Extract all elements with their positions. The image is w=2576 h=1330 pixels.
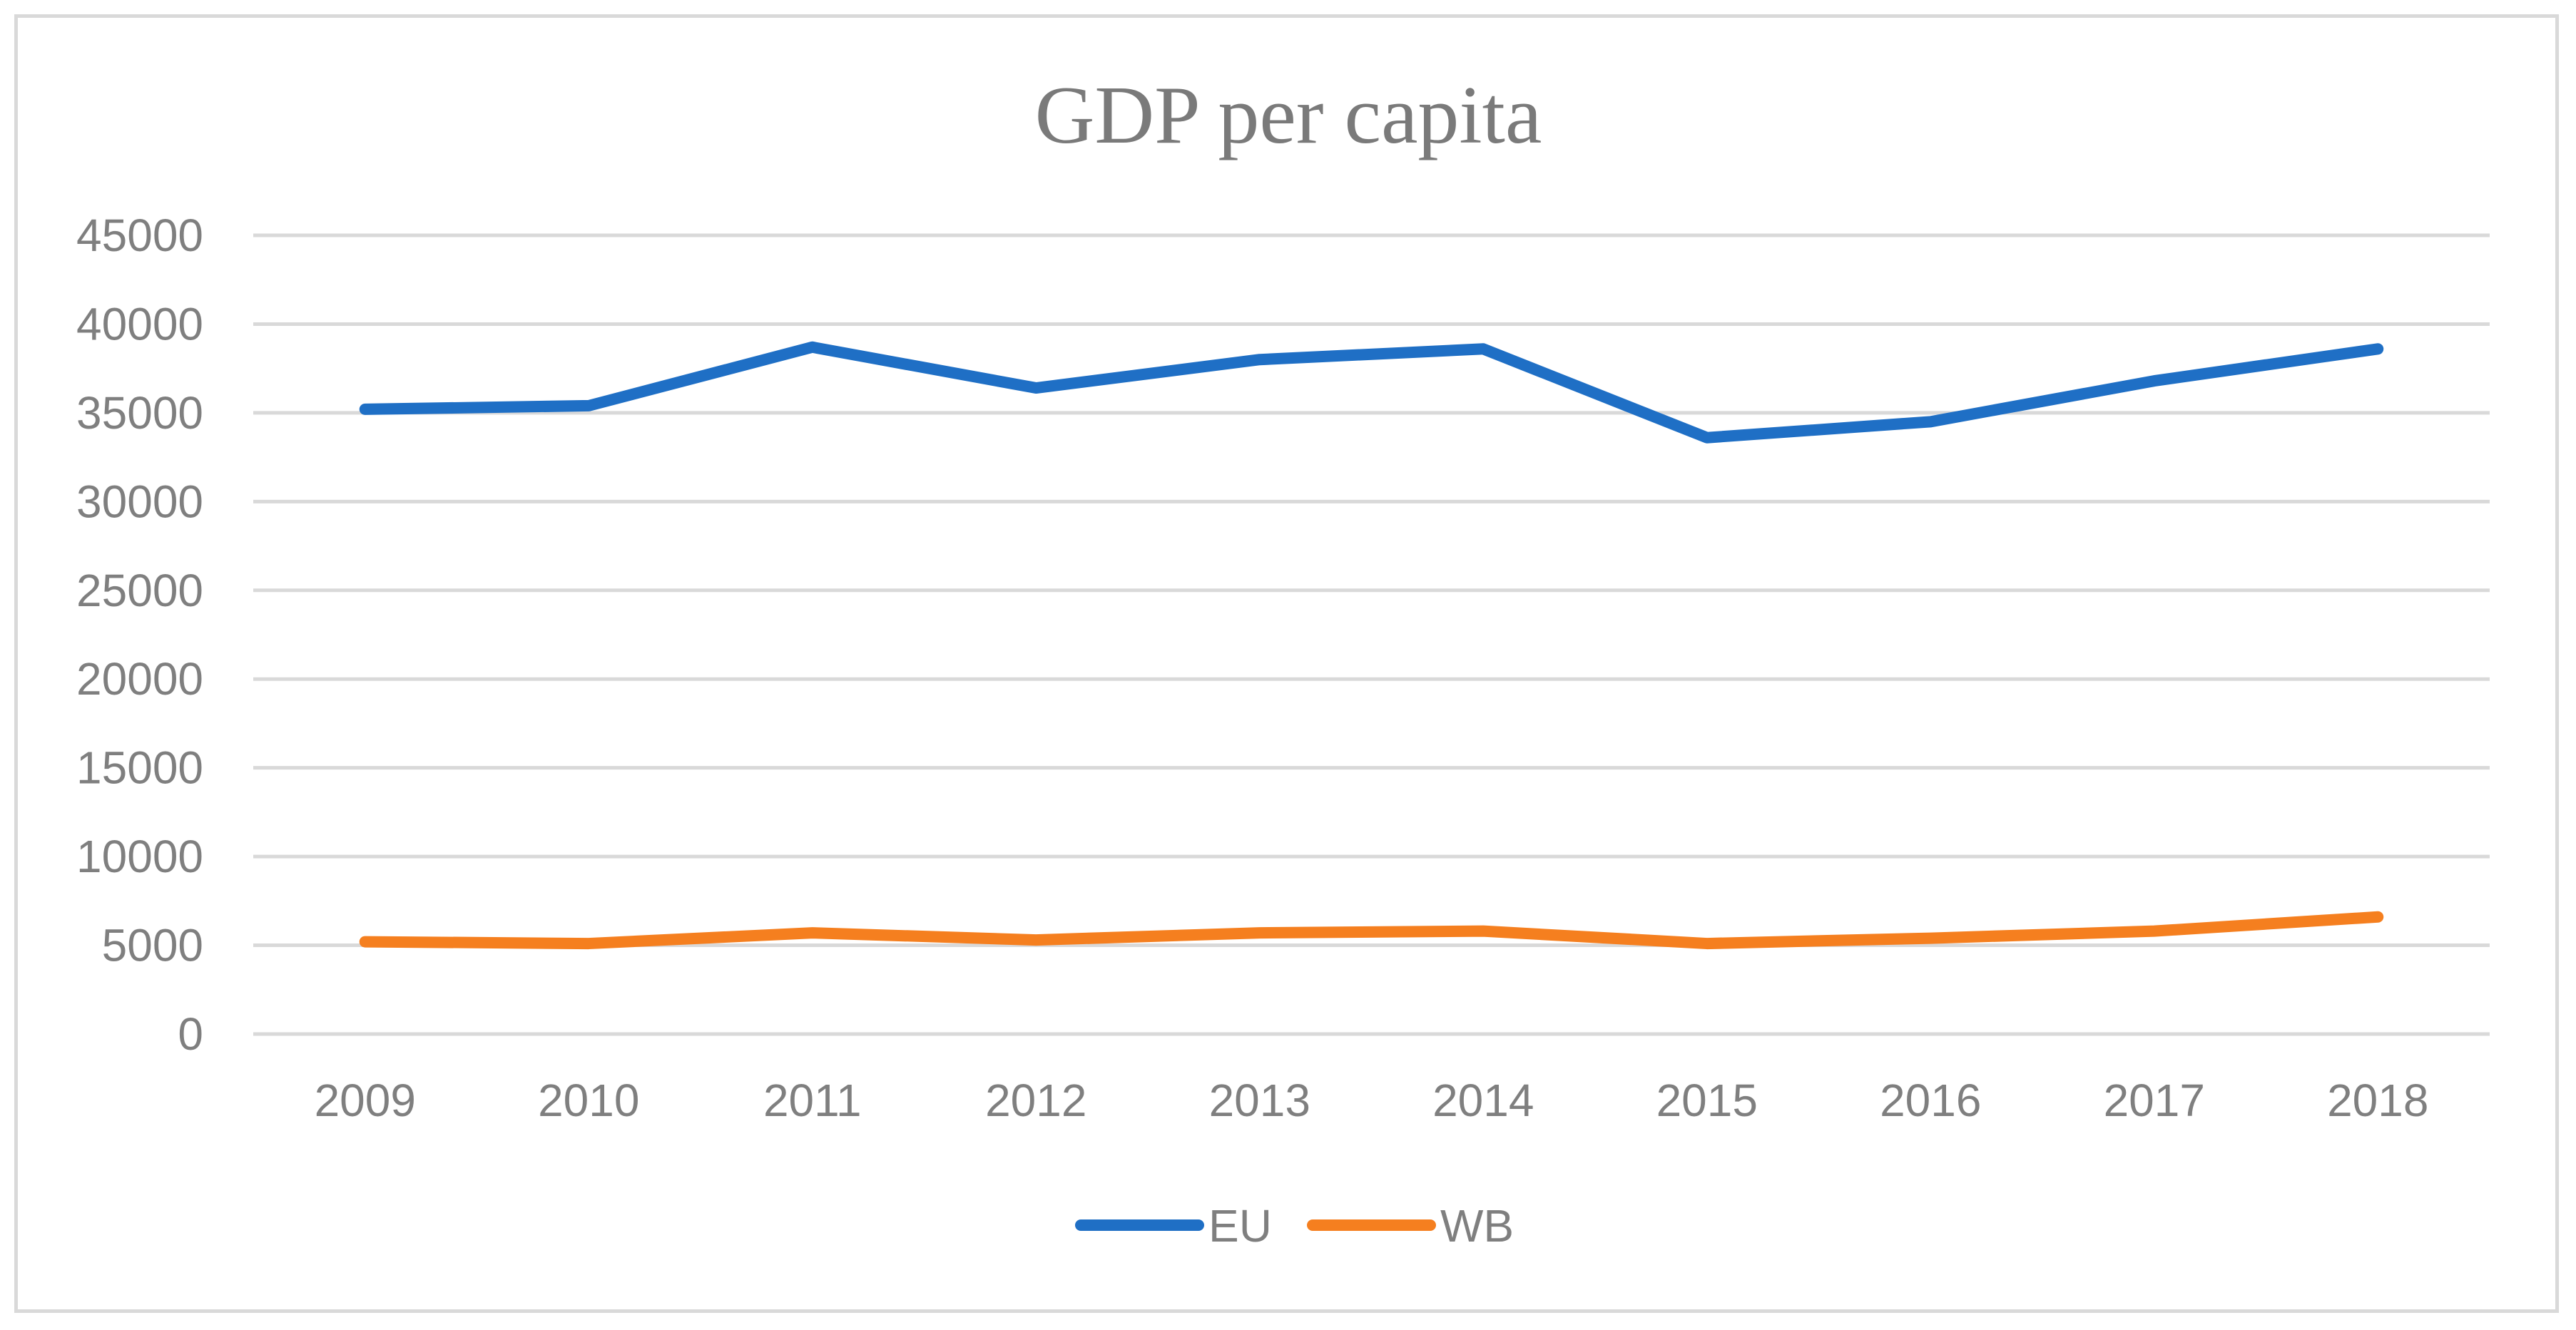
- y-tick-label: 45000: [76, 210, 203, 261]
- y-tick-label: 40000: [76, 298, 203, 349]
- point-wb-2018: [2377, 916, 2378, 918]
- point-eu-2014: [1482, 348, 1484, 349]
- x-tick-label: 2015: [1656, 1075, 1758, 1126]
- x-tick-label: 2013: [1209, 1075, 1310, 1126]
- point-eu-2012: [1035, 387, 1037, 389]
- x-tick-label: 2018: [2327, 1075, 2428, 1126]
- point-wb-2017: [2154, 931, 2155, 932]
- x-tick-label: 2017: [2104, 1075, 2205, 1126]
- point-eu-2010: [588, 405, 589, 406]
- y-tick-label: 20000: [76, 653, 203, 705]
- y-tick-label: 30000: [76, 476, 203, 527]
- series-line-eu: [359, 341, 2384, 444]
- point-eu-2013: [1259, 359, 1261, 360]
- point-wb-2015: [1706, 943, 1708, 944]
- x-tick-label: 2010: [538, 1075, 639, 1126]
- legend-label-wb: WB: [1440, 1200, 1514, 1252]
- y-tick-label: 0: [178, 1008, 203, 1060]
- point-eu-2015: [1706, 437, 1708, 439]
- x-tick-label: 2016: [1880, 1075, 1981, 1126]
- series-line-wb: [359, 911, 2384, 950]
- point-wb-2014: [1482, 931, 1484, 932]
- y-tick-label: 35000: [76, 387, 203, 439]
- point-eu-2011: [812, 347, 813, 348]
- point-eu-2018: [2377, 348, 2378, 349]
- series-lines: [359, 341, 2384, 950]
- x-tick-label: 2011: [763, 1075, 862, 1126]
- x-tick-label: 2012: [985, 1075, 1086, 1126]
- point-eu-2017: [2154, 380, 2155, 382]
- chart-frame: [14, 14, 2559, 1313]
- y-tick-label: 10000: [76, 831, 203, 882]
- point-eu-2009: [365, 409, 366, 410]
- y-axis-tick-labels: 0 5000 10000 15000 20000 25000 30000 35000 40000…: [76, 210, 203, 1060]
- x-tick-label: 2014: [1432, 1075, 1534, 1126]
- point-wb-2011: [812, 932, 813, 933]
- point-wb-2009: [365, 941, 366, 943]
- x-tick-label: 2009: [315, 1075, 416, 1126]
- legend-label-eu: EU: [1208, 1200, 1272, 1252]
- x-axis-tick-labels: 2009 2010 2011 2012 2013 2014 2015 2016 2017 2018: [315, 1075, 2429, 1126]
- point-wb-2016: [1930, 938, 1931, 939]
- point-wb-2010: [588, 943, 589, 944]
- point-eu-2016: [1930, 421, 1931, 422]
- y-tick-label: 15000: [76, 742, 203, 794]
- y-tick-label: 5000: [102, 920, 203, 971]
- point-wb-2012: [1035, 939, 1037, 941]
- y-tick-label: 25000: [76, 565, 203, 616]
- legend: EU WB: [1075, 1200, 1514, 1252]
- chart-title: GDP per capita: [1035, 70, 1542, 161]
- point-wb-2013: [1259, 932, 1261, 933]
